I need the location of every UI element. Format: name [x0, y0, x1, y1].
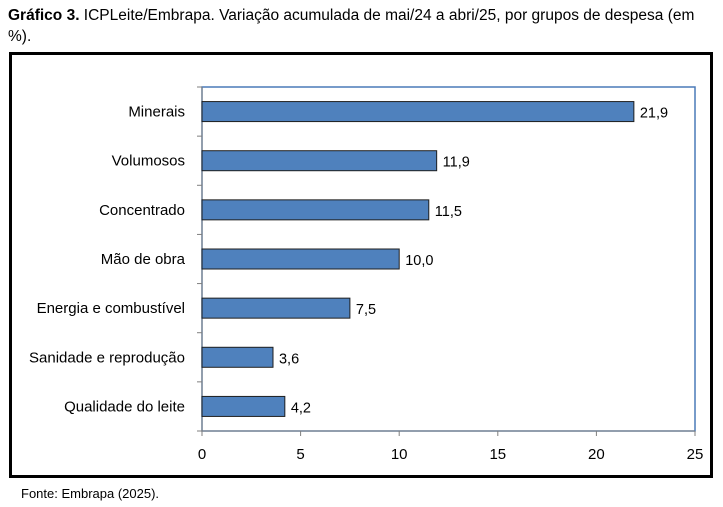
bar [201, 101, 635, 123]
x-tick-label: 0 [198, 446, 206, 463]
bar-value-label: 3,6 [279, 351, 299, 367]
bar-value-label: 11,9 [443, 155, 470, 171]
bar [201, 199, 430, 221]
y-category-label: Mão de obra [101, 251, 186, 268]
bar [201, 346, 274, 368]
bar-value-label: 11,5 [435, 204, 462, 220]
bar [201, 297, 351, 319]
figure-caption: Gráfico 3. ICPLeite/Embrapa. Variação ac… [8, 5, 720, 47]
x-tick-label: 10 [391, 446, 408, 463]
x-tick-label: 25 [687, 446, 704, 463]
caption-text: ICPLeite/Embrapa. Variação acumulada de … [8, 7, 695, 45]
bar-value-label: 4,2 [291, 400, 311, 416]
bar-value-label: 7,5 [356, 302, 376, 318]
x-tick-label: 15 [489, 446, 506, 463]
y-category-label: Sanidade e reprodução [29, 349, 185, 366]
bar [201, 395, 286, 417]
y-category-label: Concentrado [99, 202, 185, 219]
bar [201, 248, 400, 270]
chart-frame [9, 52, 713, 478]
y-category-label: Volumosos [112, 153, 185, 170]
y-category-label: Qualidade do leite [64, 398, 185, 415]
bar [201, 150, 438, 172]
bar-value-label: 10,0 [405, 253, 433, 269]
x-tick-label: 20 [588, 446, 605, 463]
x-tick-label: 5 [296, 446, 304, 463]
y-category-label: Minerais [128, 104, 185, 121]
source-note: Fonte: Embrapa (2025). [21, 486, 160, 501]
bar-value-label: 21,9 [640, 106, 668, 122]
caption-label: Gráfico 3. [8, 7, 80, 24]
y-category-label: Energia e combustível [37, 300, 185, 317]
